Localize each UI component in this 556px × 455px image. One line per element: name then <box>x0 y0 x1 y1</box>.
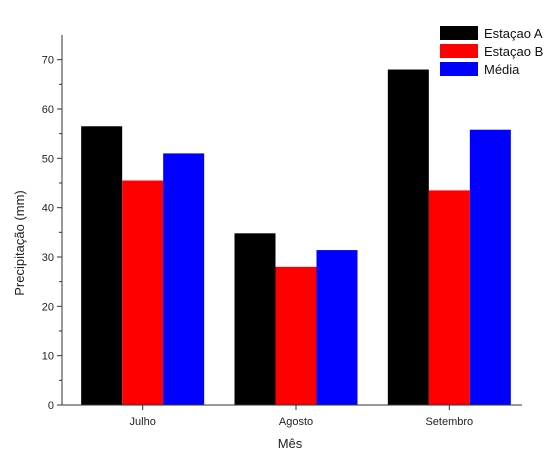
legend-swatch <box>440 26 478 40</box>
x-tick-label: Agosto <box>279 416 313 428</box>
bar-agosto-series-3 <box>316 250 358 405</box>
axes-group: 0 10 20 30 40 50 60 70 Julho Agosto Setembro <box>42 35 522 428</box>
y-tick-label: 30 <box>42 252 54 264</box>
x-axis-title: Mês <box>278 436 303 451</box>
bar-agosto-series-2 <box>275 266 317 405</box>
legend-label: Estaçao B <box>484 44 543 59</box>
bar-julho-series-1 <box>81 126 123 406</box>
y-tick-label: 20 <box>42 301 54 313</box>
bar-julho-series-2 <box>122 180 164 405</box>
y-tick-label: 70 <box>42 55 54 67</box>
legend-label: Média <box>484 62 520 77</box>
bars-group <box>81 69 511 406</box>
bar-setembro-series-3 <box>469 129 511 405</box>
y-axis-title: Precipitação (mm) <box>12 190 27 295</box>
bar-julho-series-3 <box>163 153 205 405</box>
y-tick-label: 0 <box>48 400 54 412</box>
legend: Estaçao A Estaçao B Média <box>436 22 554 80</box>
legend-label: Estaçao A <box>484 26 543 41</box>
y-tick-label: 40 <box>42 203 54 215</box>
bar-setembro-series-1 <box>387 69 429 406</box>
y-tick-label: 60 <box>42 104 54 116</box>
y-tick-label: 10 <box>42 351 54 363</box>
x-tick-label: Setembro <box>425 416 473 428</box>
x-tick-label: Julho <box>130 416 156 428</box>
bar-setembro-series-2 <box>428 190 470 405</box>
bar-agosto-series-1 <box>234 233 276 405</box>
y-tick-label: 50 <box>42 153 54 165</box>
legend-swatch <box>440 44 478 58</box>
legend-swatch <box>440 62 478 76</box>
